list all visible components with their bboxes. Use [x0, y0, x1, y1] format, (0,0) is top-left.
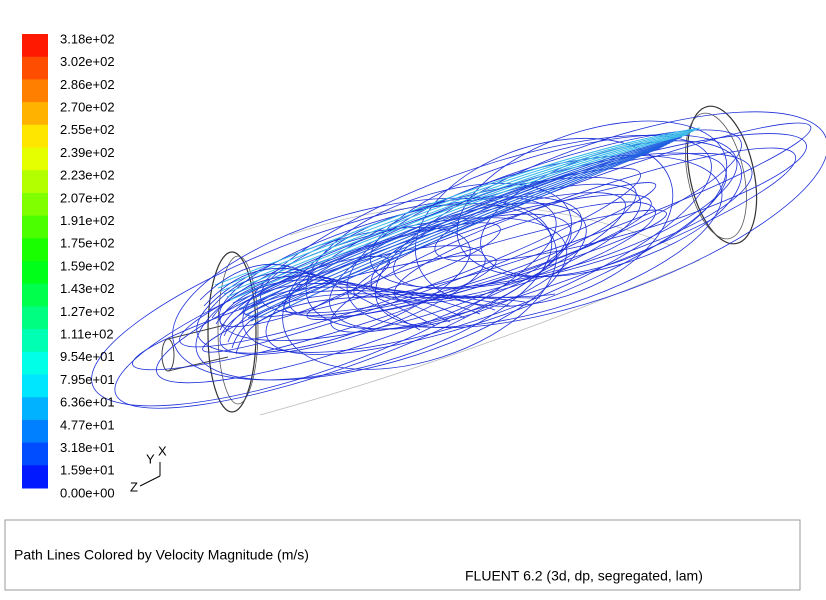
colorbar-swatch: [22, 215, 48, 239]
colorbar-label: 2.07e+02: [60, 190, 115, 205]
pathline: [265, 152, 727, 355]
colorbar-label: 1.27e+02: [60, 304, 115, 319]
colorbar-label: 7.95e+01: [60, 372, 115, 387]
pathline: [306, 209, 667, 320]
colorbar-swatch: [22, 329, 48, 353]
pathline: [456, 120, 728, 278]
colorbar-label: 1.75e+02: [60, 236, 115, 251]
pathline: [91, 196, 557, 407]
colorbar-swatch: [22, 351, 48, 375]
colorbar-swatch: [22, 283, 48, 307]
caption-title: Path Lines Colored by Velocity Magnitude…: [14, 547, 309, 563]
pathline: [229, 135, 686, 301]
pathline: [235, 138, 680, 307]
colorbar-swatch: [22, 465, 48, 489]
pathline: [217, 129, 698, 289]
left-cap: [207, 251, 257, 413]
pathline: [223, 286, 511, 337]
pathline: [242, 135, 712, 353]
axis-z-label: Z: [130, 479, 138, 494]
colorbar-swatch: [22, 261, 48, 285]
colorbar-label: 3.02e+02: [60, 54, 115, 69]
colorbar-label: 6.36e+01: [60, 395, 115, 410]
colorbar-swatch: [22, 102, 48, 126]
colorbar-label: 0.00e+00: [60, 485, 115, 500]
pathline: [214, 127, 701, 286]
colorbar-swatch: [22, 79, 48, 103]
colorbar-swatch: [22, 34, 48, 58]
colorbar-label: 1.59e+01: [60, 463, 115, 478]
colorbar-swatch: [22, 306, 48, 330]
colorbar-label: 2.55e+02: [60, 122, 115, 137]
pathline: [235, 293, 556, 355]
pathline: [244, 142, 671, 316]
colorbar-swatch: [22, 147, 48, 171]
pathline: [414, 137, 674, 307]
colorbar-label: 2.86e+02: [60, 77, 115, 92]
caption-box: [4, 519, 801, 591]
colorbar-label: 2.23e+02: [60, 168, 115, 183]
pathline: [329, 202, 587, 330]
pathline: [156, 192, 626, 384]
axes-triad: Y X Z: [130, 443, 167, 494]
pathline: [253, 147, 662, 325]
pathline: [250, 145, 665, 322]
colorbar-label: 4.77e+01: [60, 417, 115, 432]
triad-line: [139, 475, 161, 487]
colorbar-label: 1.91e+02: [60, 213, 115, 228]
pathline-view: [91, 105, 826, 416]
pathline: [227, 290, 526, 343]
colorbar-swatch: [22, 238, 48, 262]
colorbar-swatch: [22, 397, 48, 421]
pathline: [231, 293, 541, 349]
pathline: [232, 136, 683, 304]
caption-solver: FLUENT 6.2 (3d, dp, segregated, lam): [465, 568, 703, 584]
colorbar-swatch: [22, 192, 48, 217]
pathline: [375, 111, 826, 329]
colorbar-label: 3.18e+01: [60, 440, 115, 455]
pathline: [219, 283, 496, 331]
colorbar-label: 9.54e+01: [60, 349, 115, 364]
pathline: [199, 263, 421, 331]
colorbar-swatch: [22, 56, 48, 80]
pathline: [179, 167, 641, 348]
pathline: [218, 196, 583, 342]
colorbar-label: 2.39e+02: [60, 145, 115, 160]
inlet-pipe: [167, 324, 229, 372]
pathline: [203, 267, 436, 327]
pathline: [211, 275, 466, 319]
axis-x-label: X: [158, 443, 167, 458]
axis-y-label: Y: [146, 451, 155, 466]
colorbar-swatch: [22, 170, 48, 194]
right-cap: [686, 105, 758, 245]
pathline: [223, 132, 692, 295]
pathline: [207, 271, 451, 323]
right-cap-inner: [685, 112, 747, 240]
colorbar-label: 2.70e+02: [60, 100, 115, 115]
pathline: [202, 182, 657, 353]
colorbar-label: 1.59e+02: [60, 258, 115, 273]
colorbar-label: 3.18e+02: [60, 31, 115, 46]
colorbar-label: 1.43e+02: [60, 281, 115, 296]
colorbar: 3.18e+02 3.02e+02 2.86e+02 2.70e+02 2.55e+02…: [22, 31, 115, 500]
colorbar-swatch: [22, 124, 48, 148]
pathline: [195, 217, 568, 381]
pathline: [215, 279, 481, 325]
colorbar-swatch: [22, 374, 48, 398]
pathline: [353, 122, 812, 298]
left-cap-inner: [217, 255, 259, 405]
pathline: [220, 130, 695, 292]
colorbar-label: 1.11e+02: [60, 327, 114, 342]
colorbar-swatch: [22, 442, 48, 466]
pathline: [241, 141, 674, 313]
pathline: [226, 133, 689, 298]
colorbar-swatch: [22, 419, 48, 444]
